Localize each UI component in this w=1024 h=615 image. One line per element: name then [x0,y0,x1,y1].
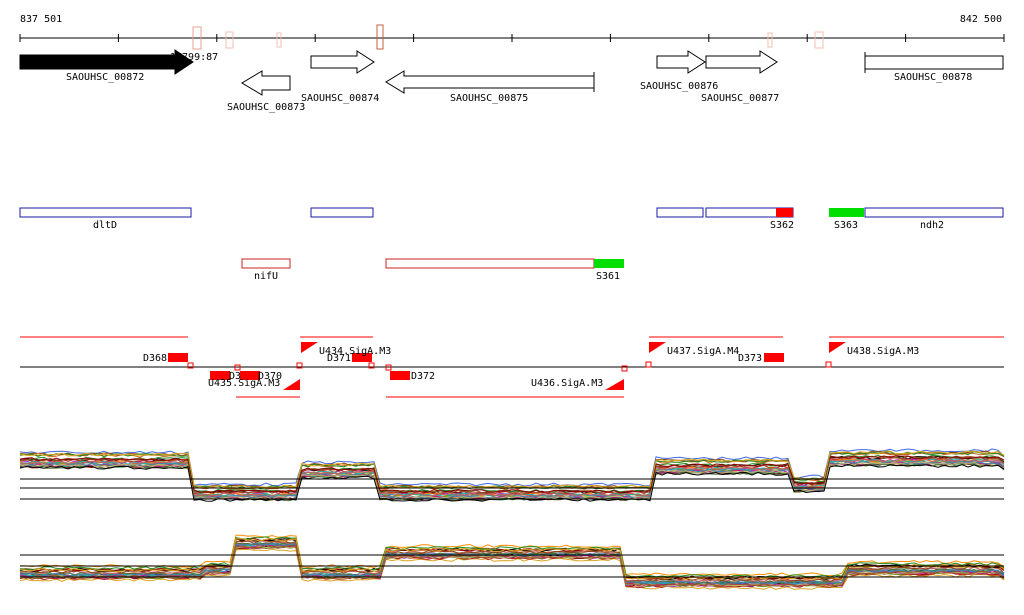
coord-end-label: 842 500 [960,14,1002,25]
gene-arrow-00876[interactable] [656,50,706,74]
gene-arrow-00872[interactable] [19,49,194,75]
region-marker[interactable] [192,26,202,50]
downshift-label-D372: D372 [411,371,435,382]
downshift-label-D368: D368 [143,353,167,364]
operon-label-dltD: dltD [93,220,117,231]
axis-ticks [19,34,1005,42]
expression-trace [19,450,1005,489]
downshift-label-D370: D370 [258,371,282,382]
expression-plot-minus-strand [19,534,1005,590]
operon-box[interactable] [656,207,704,218]
operon-box[interactable] [385,258,595,269]
gene-label-00872[interactable]: SAOUHSC_00872 [66,72,144,83]
expression-trace [19,537,1005,581]
upshift-marker[interactable] [301,342,318,353]
srna-S363[interactable] [829,208,864,217]
operon-box[interactable] [241,258,291,269]
region-marker[interactable] [276,32,282,48]
srna-label-S361: S361 [596,271,620,282]
expression-trace [19,458,1005,497]
expression-trace [19,548,1005,590]
gene-label-00873[interactable]: SAOUHSC_00873 [227,102,305,113]
downshift-marker[interactable] [390,371,410,380]
upshift-label-U437: U437.SigA.M4 [667,346,739,357]
srna-S361[interactable] [594,259,624,268]
segmentation-track: D368 D3 D370 D371 D372 D373 U434.SigA.M3… [20,336,1004,398]
gene-label-00877[interactable]: SAOUHSC_00877 [701,93,779,104]
upshift-label-U435: U435.SigA.M3 [208,378,280,389]
upshift-marker[interactable] [829,342,846,353]
expression-trace [19,542,1005,584]
gene-label-00876[interactable]: SAOUHSC_00876 [640,81,718,92]
expression-trace [19,461,1005,500]
coord-start-label: 837 501 [20,14,62,25]
operon-box[interactable] [310,207,374,218]
expression-trace [19,458,1005,497]
region-marker[interactable] [814,31,824,49]
gene-arrow-00874[interactable] [310,50,375,74]
position-label: 17799:87 [170,52,218,63]
downshift-label-D373: D373 [738,353,762,364]
downshift-marker[interactable] [764,353,784,362]
operon-label-nifU: nifU [254,271,278,282]
upshift-marker[interactable] [605,379,624,390]
region-marker[interactable] [225,31,234,49]
expression-traces [19,534,1005,590]
region-highlight-markers [192,24,824,50]
downshift-marker[interactable] [240,371,260,380]
gene-arrow-00875[interactable] [385,70,595,94]
upshift-label-U436: U436.SigA.M3 [531,378,603,389]
downshift-label-D371: D371 [327,353,351,364]
expression-plot-plus-strand [19,448,1005,502]
upshift-label-U438: U438.SigA.M3 [847,346,919,357]
operon-track-minus: nifU S361 [241,258,624,282]
region-marker[interactable] [376,24,384,50]
downshift-label-D3: D3 [229,371,241,382]
expression-traces [19,448,1005,502]
gene-label-00878[interactable]: SAOUHSC_00878 [894,72,972,83]
operon-track-plus: dltD S362 S363 ndh2 [19,207,1004,231]
downshift-marker[interactable] [352,353,372,362]
operon-box[interactable] [864,207,1004,218]
region-marker[interactable] [767,32,773,48]
gene-arrow-00873[interactable] [241,70,291,96]
gene-arrow-00878[interactable] [864,55,1004,70]
expression-trace [19,534,1005,577]
downshift-marker[interactable] [168,353,188,362]
expression-trace [19,455,1005,494]
srna-label-S363: S363 [834,220,858,231]
gene-label-00874[interactable]: SAOUHSC_00874 [301,93,379,104]
gene-track: 17799:87 SAOUHSC_00872 SAOUHSC_00873 SAO… [19,49,1004,113]
upshift-marker[interactable] [649,342,666,353]
upshift-marker[interactable] [283,379,300,390]
upshift-label-U434: U434.SigA.M3 [319,346,391,357]
gene-arrow-00877[interactable] [705,50,778,74]
srna-label-S362: S362 [770,220,794,231]
downshift-marker[interactable] [210,371,230,380]
operon-label-ndh2: ndh2 [920,220,944,231]
gene-label-00875[interactable]: SAOUHSC_00875 [450,93,528,104]
operon-box[interactable] [19,207,192,218]
srna-S362[interactable] [776,208,793,217]
